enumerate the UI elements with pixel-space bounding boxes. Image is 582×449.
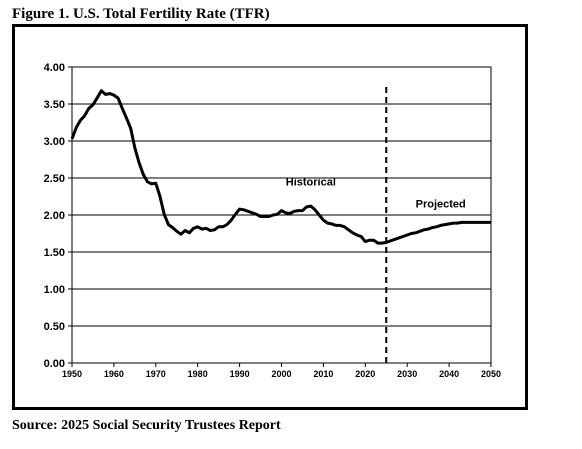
y-tick-label: 1.00 [44,284,65,296]
source-note: Source: 2025 Social Security Trustees Re… [12,418,281,433]
y-tick-label: 3.00 [44,136,65,148]
x-tick-label: 2010 [313,369,333,379]
x-tick-label: 2030 [397,369,417,379]
x-tick-label: 1970 [146,369,166,379]
y-tick-label: 3.50 [44,99,65,111]
x-tick-label: 2000 [271,369,291,379]
x-axis-ticks: 1950 1960 1970 1980 1990 2000 2010 2020 2030 2040… [62,363,501,379]
gridlines [72,103,491,327]
x-tick-label: 1960 [104,369,124,379]
y-tick-label: 1.50 [44,247,65,259]
annotations: Historical Projected [286,176,466,210]
x-tick-label: 1950 [62,369,82,379]
annotation-label: Projected [416,199,466,211]
y-tick-label: 2.50 [44,173,65,185]
y-tick-label: 0.00 [44,358,65,370]
x-tick-label: 2040 [439,369,459,379]
y-tick-label: 2.00 [44,210,65,222]
x-tick-label: 1990 [230,369,250,379]
figure-title: Figure 1. U.S. Total Fertility Rate (TFR… [12,6,270,22]
x-tick-label: 2020 [355,369,375,379]
annotation-label: Historical [286,176,336,188]
x-tick-label: 1980 [188,369,208,379]
y-tick-label: 4.00 [44,62,65,74]
tfr-series-line [70,89,491,245]
y-tick-label: 0.50 [44,321,65,333]
x-tick-label: 2050 [481,369,501,379]
y-axis-ticks: 0.00 0.50 1.00 1.50 2.00 2.50 3.00 3.50 4.00 [44,62,72,370]
